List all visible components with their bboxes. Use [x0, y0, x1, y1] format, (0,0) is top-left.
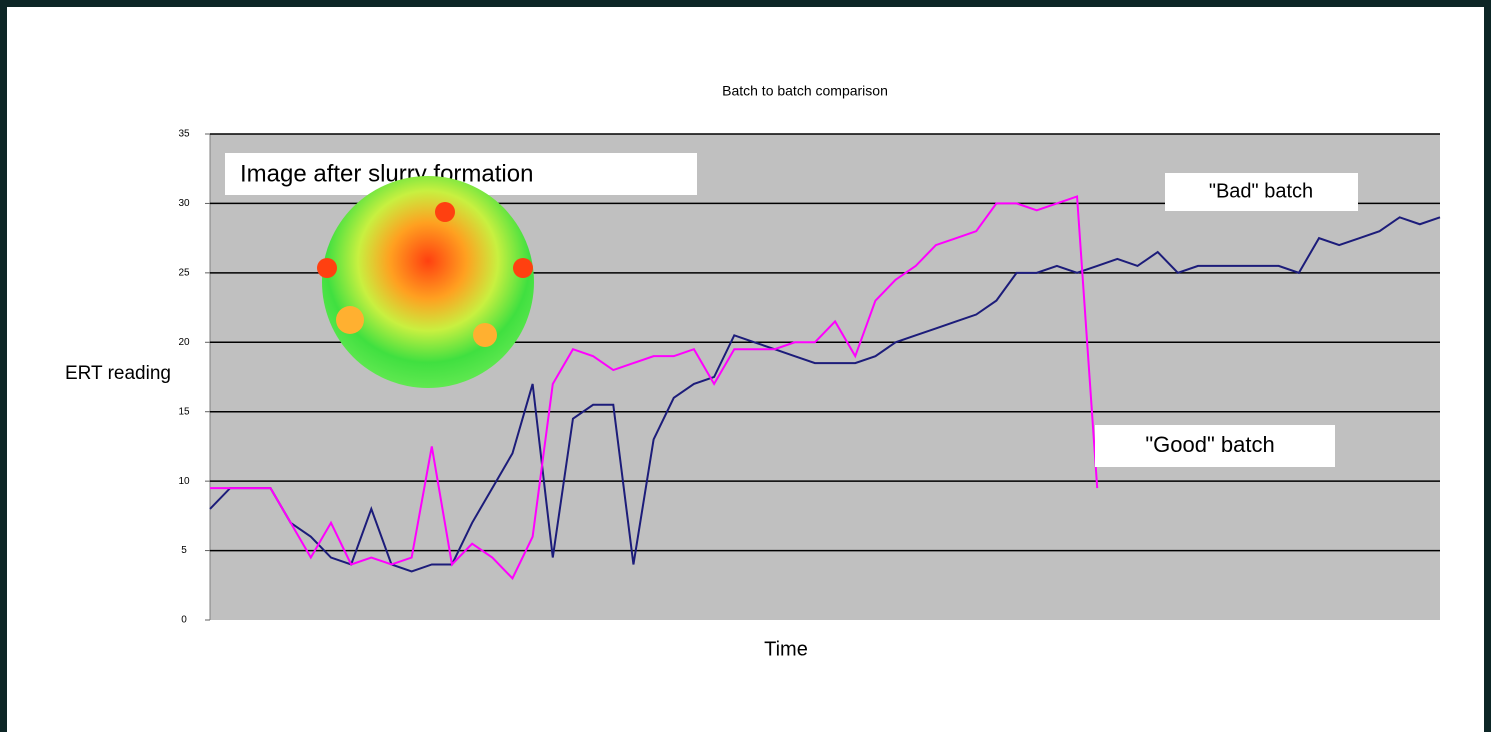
heatmap-spot — [435, 202, 455, 222]
heatmap-spot — [317, 258, 337, 278]
y-tick-label: 0 — [181, 615, 187, 626]
heatmap-spot — [473, 323, 497, 347]
annotation: "Good" batch — [1145, 432, 1274, 457]
annotation: "Bad" batch — [1209, 180, 1313, 202]
y-tick-label: 35 — [178, 129, 190, 140]
y-tick-label: 30 — [178, 198, 190, 209]
heatmap-spot — [513, 258, 533, 278]
y-tick-label: 20 — [178, 337, 190, 348]
y-tick-label: 25 — [178, 267, 190, 278]
y-tick-label: 5 — [181, 545, 187, 556]
chart-title: Batch to batch comparison — [722, 83, 888, 99]
y-tick-label: 15 — [178, 406, 190, 417]
heatmap-disc — [322, 176, 534, 388]
chart: Batch to batch comparison Time ERT readi… — [0, 0, 1491, 732]
heatmap-spot — [336, 306, 364, 334]
y-tick-label: 10 — [178, 476, 190, 487]
x-axis-label: Time — [764, 638, 808, 660]
y-axis-label: ERT reading — [65, 363, 171, 384]
annotation: Image after slurry formation — [240, 160, 533, 187]
